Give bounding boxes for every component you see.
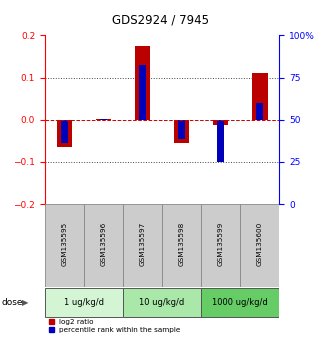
Bar: [162, 204, 201, 287]
Legend: log2 ratio, percentile rank within the sample: log2 ratio, percentile rank within the s…: [48, 319, 181, 333]
Bar: [201, 288, 279, 317]
Bar: [139, 65, 146, 120]
Text: GSM135595: GSM135595: [61, 222, 67, 266]
Text: GSM135597: GSM135597: [140, 222, 146, 266]
Text: 1000 ug/kg/d: 1000 ug/kg/d: [212, 297, 268, 307]
Bar: [174, 120, 189, 143]
Bar: [217, 120, 224, 162]
Text: dose: dose: [2, 298, 23, 307]
Text: GDS2924 / 7945: GDS2924 / 7945: [112, 13, 209, 27]
Text: GSM135600: GSM135600: [257, 222, 263, 266]
Bar: [213, 120, 229, 125]
Text: 10 ug/kg/d: 10 ug/kg/d: [140, 297, 185, 307]
Bar: [61, 120, 68, 143]
Bar: [96, 119, 111, 120]
Text: ▶: ▶: [22, 298, 28, 307]
Bar: [123, 288, 201, 317]
Bar: [100, 119, 107, 120]
Text: 1 ug/kg/d: 1 ug/kg/d: [64, 297, 104, 307]
Text: GSM135599: GSM135599: [218, 222, 224, 266]
Bar: [256, 103, 263, 120]
Bar: [178, 120, 185, 139]
Bar: [240, 204, 279, 287]
Bar: [252, 73, 267, 120]
Bar: [84, 204, 123, 287]
Bar: [135, 46, 150, 120]
Bar: [123, 204, 162, 287]
Text: GSM135596: GSM135596: [100, 222, 107, 266]
Bar: [201, 204, 240, 287]
Bar: [45, 288, 123, 317]
Bar: [56, 120, 72, 147]
Text: GSM135598: GSM135598: [178, 222, 185, 266]
Bar: [45, 204, 84, 287]
